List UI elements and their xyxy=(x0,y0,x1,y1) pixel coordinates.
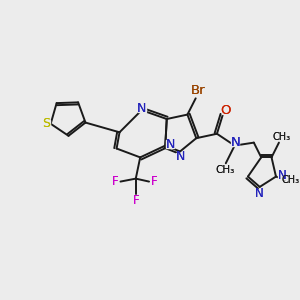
Text: N: N xyxy=(278,169,286,182)
Text: F: F xyxy=(112,175,119,188)
Text: CH₃: CH₃ xyxy=(272,132,290,142)
Text: Br: Br xyxy=(191,85,206,98)
Text: N: N xyxy=(255,187,263,200)
Text: Br: Br xyxy=(191,85,206,98)
Text: N: N xyxy=(278,169,286,182)
Text: O: O xyxy=(220,104,231,117)
Text: F: F xyxy=(151,175,158,188)
Text: CH₃: CH₃ xyxy=(215,165,235,175)
Text: CH₃: CH₃ xyxy=(282,175,300,184)
Text: O: O xyxy=(220,104,231,117)
Bar xyxy=(151,178,158,185)
Bar xyxy=(166,140,174,148)
Bar xyxy=(112,178,119,185)
Text: N: N xyxy=(137,102,146,115)
Text: F: F xyxy=(112,175,119,188)
Text: N: N xyxy=(166,138,175,151)
Text: CH₃: CH₃ xyxy=(215,165,235,175)
Text: N: N xyxy=(255,187,263,200)
Text: CH₃: CH₃ xyxy=(282,175,300,184)
Bar xyxy=(231,138,239,146)
Text: N: N xyxy=(176,150,185,163)
Bar xyxy=(133,197,139,204)
Text: N: N xyxy=(230,136,240,148)
Text: CH₃: CH₃ xyxy=(272,132,290,142)
Text: N: N xyxy=(166,138,175,151)
Bar xyxy=(137,104,146,112)
Text: F: F xyxy=(151,175,158,188)
Text: S: S xyxy=(42,117,50,130)
Bar xyxy=(191,86,206,95)
Bar xyxy=(43,120,50,128)
Text: N: N xyxy=(230,136,240,148)
Text: N: N xyxy=(176,150,185,163)
Bar xyxy=(222,106,230,114)
Text: N: N xyxy=(137,102,146,115)
Bar xyxy=(176,153,184,161)
Text: S: S xyxy=(42,117,50,130)
Text: F: F xyxy=(133,194,139,207)
Text: F: F xyxy=(133,194,139,207)
Bar xyxy=(278,171,286,179)
Bar xyxy=(255,189,263,197)
